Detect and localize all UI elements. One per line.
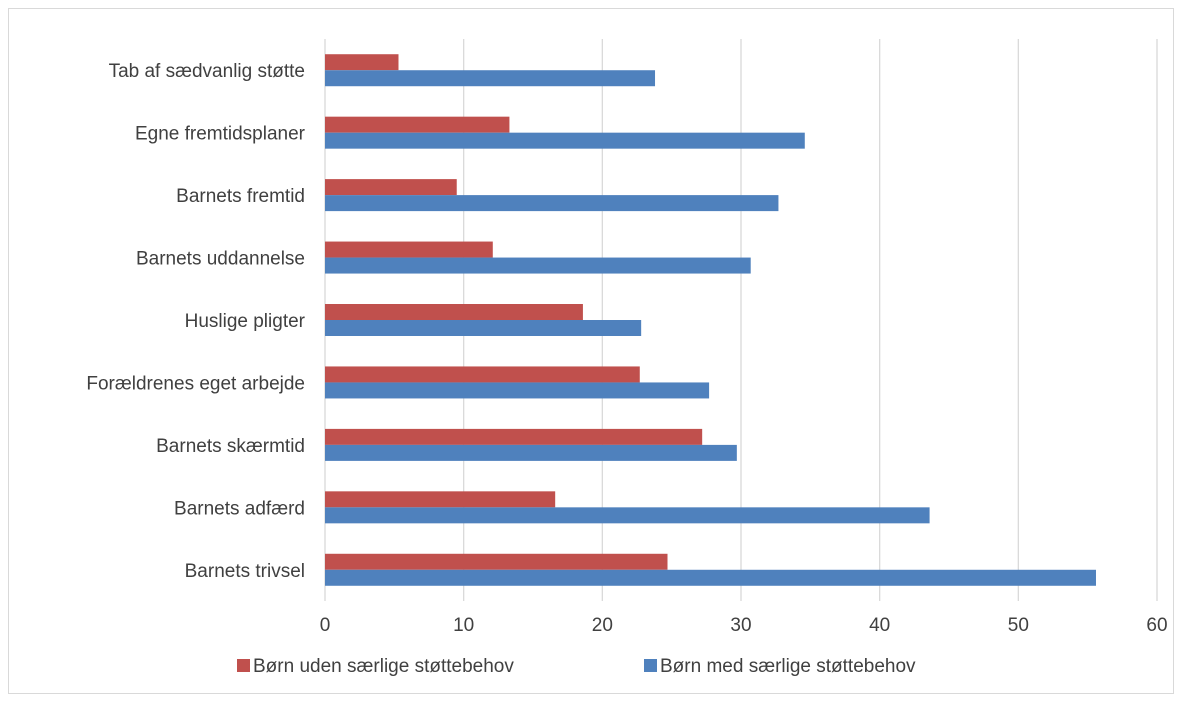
- bar-chart: 0 10 20 30 40 50 60 Tab af sædvanlig støtte Egne…: [86, 39, 1168, 677]
- x-tick-label: 0: [320, 615, 331, 636]
- bar-without-needs: [325, 304, 583, 320]
- chart-frame: 0 10 20 30 40 50 60 Tab af sædvanlig støtte Egne…: [8, 8, 1174, 694]
- category-label: Forældrenes eget arbejde: [86, 373, 305, 394]
- bar-with-needs: [325, 257, 751, 274]
- x-tick-label: 10: [453, 615, 474, 636]
- legend-swatch: [644, 659, 657, 672]
- x-tick-label: 20: [592, 615, 613, 636]
- category-label: Barnets trivsel: [185, 561, 305, 582]
- x-tick-label: 30: [730, 615, 751, 636]
- bar-with-needs: [325, 70, 656, 87]
- bar-with-needs: [325, 132, 805, 149]
- bar-with-needs: [325, 444, 737, 461]
- category-label: Tab af sædvanlig støtte: [109, 61, 305, 82]
- legend-label: Børn uden særlige støttebehov: [253, 656, 514, 677]
- x-tick-label: 60: [1146, 615, 1167, 636]
- bar-without-needs: [325, 116, 510, 133]
- bar-with-needs: [325, 507, 930, 524]
- x-tick-label: 50: [1008, 615, 1029, 636]
- legend: Børn uden særlige støttebehov Børn med sæ…: [237, 656, 916, 677]
- category-label: Barnets adfærd: [174, 498, 305, 519]
- category-label: Barnets fremtid: [176, 186, 305, 207]
- category-label: Huslige pligter: [185, 311, 306, 332]
- category-label: Barnets uddannelse: [136, 249, 305, 270]
- axis-labels: 0 10 20 30 40 50 60 Tab af sædvanlig støtte Egne…: [86, 61, 1167, 636]
- bar-without-needs: [325, 179, 457, 196]
- bar-with-needs: [325, 382, 710, 399]
- category-label: Barnets skærmtid: [156, 436, 305, 457]
- bar-without-needs: [325, 54, 399, 71]
- bar-with-needs: [325, 195, 779, 212]
- legend-label: Børn med særlige støttebehov: [660, 656, 916, 677]
- bar-with-needs: [325, 320, 642, 336]
- bar-with-needs: [325, 569, 1096, 586]
- x-tick-label: 40: [869, 615, 890, 636]
- category-label: Egne fremtidsplaner: [135, 124, 306, 145]
- bar-without-needs: [325, 491, 556, 508]
- bar-without-needs: [325, 366, 640, 383]
- bar-without-needs: [325, 428, 703, 445]
- bars: [325, 54, 1096, 586]
- bar-without-needs: [325, 241, 493, 258]
- bar-without-needs: [325, 553, 668, 570]
- legend-swatch: [237, 659, 250, 672]
